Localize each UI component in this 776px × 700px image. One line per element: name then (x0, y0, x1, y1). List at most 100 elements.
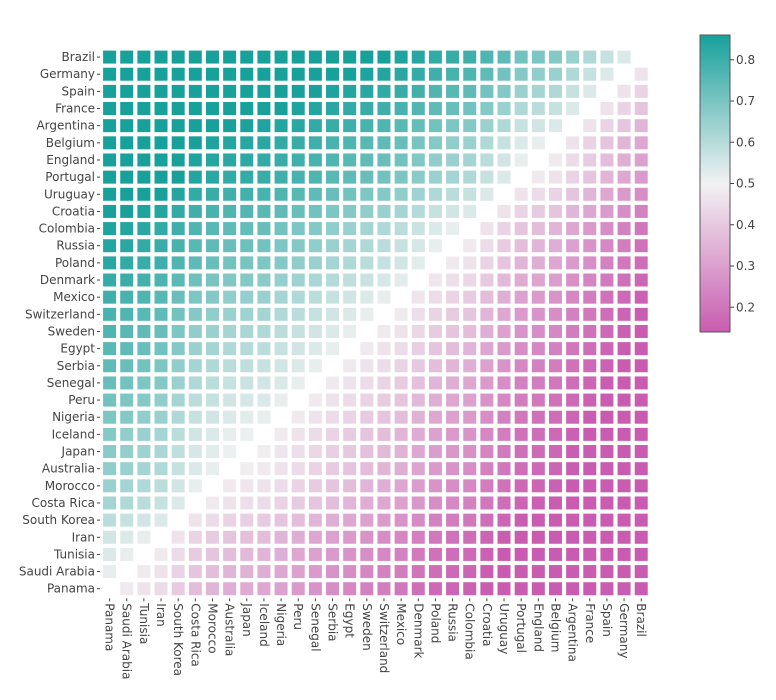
heatmap-cell (223, 187, 237, 201)
heatmap-cell (137, 496, 151, 510)
heatmap-cell (103, 479, 117, 493)
heatmap-cell (240, 496, 254, 510)
heatmap-cell (343, 479, 357, 493)
y-tick-label: Iceland (52, 427, 95, 441)
heatmap-cell (497, 496, 511, 510)
heatmap-cell (634, 153, 648, 167)
heatmap-cell (480, 393, 494, 407)
heatmap-cell (257, 530, 271, 544)
heatmap-cell (394, 342, 408, 356)
heatmap-cell (428, 273, 442, 287)
heatmap-cell-diagonal (428, 256, 442, 270)
heatmap-cell (617, 50, 631, 64)
heatmap-cell (548, 102, 562, 116)
heatmap-cell (600, 479, 614, 493)
heatmap-cell-diagonal (548, 136, 562, 150)
heatmap-cell (154, 513, 168, 527)
heatmap-cell (446, 376, 460, 390)
heatmap-cell (411, 393, 425, 407)
heatmap-cell (103, 307, 117, 321)
y-tick-label: Morocco (45, 479, 95, 493)
colorbar-tick-label: 0.5 (736, 177, 755, 191)
heatmap-cell (171, 102, 185, 116)
heatmap-cell (257, 547, 271, 561)
heatmap-cell (343, 410, 357, 424)
heatmap-cell (257, 67, 271, 81)
heatmap-cell-diagonal (531, 153, 545, 167)
heatmap-cell (531, 256, 545, 270)
heatmap-cell (171, 187, 185, 201)
heatmap-cell (240, 256, 254, 270)
heatmap-cell (463, 324, 477, 338)
heatmap-cell (240, 359, 254, 373)
x-tick-label: Croatia (480, 603, 494, 646)
heatmap-cell (308, 324, 322, 338)
heatmap-cell (634, 84, 648, 98)
heatmap-cell (240, 479, 254, 493)
heatmap-cell (548, 342, 562, 356)
colorbar-tick-label: 0.4 (736, 218, 755, 232)
heatmap-cell (514, 273, 528, 287)
x-tick-label: Germany (617, 603, 631, 658)
heatmap-cell (566, 496, 580, 510)
heatmap-cell (308, 290, 322, 304)
heatmap-cell (154, 496, 168, 510)
heatmap-cell (480, 187, 494, 201)
heatmap-cell (617, 119, 631, 133)
heatmap-cell (257, 582, 271, 596)
heatmap-cell (274, 324, 288, 338)
heatmap-cell (343, 170, 357, 184)
heatmap-cell (446, 307, 460, 321)
heatmap-cell (291, 67, 305, 81)
heatmap-cell (411, 187, 425, 201)
heatmap-cell (446, 187, 460, 201)
y-tick-label: Mexico (53, 290, 95, 304)
heatmap-cell (274, 102, 288, 116)
colorbar-tick-label: 0.7 (736, 94, 755, 108)
heatmap-cell (240, 84, 254, 98)
heatmap-cell (377, 462, 391, 476)
heatmap-cell (463, 50, 477, 64)
heatmap-cell (446, 273, 460, 287)
heatmap-cell (600, 222, 614, 236)
heatmap-cell (566, 479, 580, 493)
heatmap-cell (514, 222, 528, 236)
heatmap-cell (428, 102, 442, 116)
heatmap-cell (137, 565, 151, 579)
heatmap-cell-diagonal (120, 565, 134, 579)
heatmap-cell (411, 376, 425, 390)
heatmap-cell (514, 119, 528, 133)
heatmap-cell (154, 204, 168, 218)
heatmap-cell (531, 187, 545, 201)
y-tick-label: Portugal (45, 170, 95, 184)
heatmap-cell (446, 67, 460, 81)
heatmap-cell (514, 513, 528, 527)
heatmap-cell (531, 222, 545, 236)
heatmap-cell (223, 427, 237, 441)
heatmap-cell (360, 530, 374, 544)
heatmap-cell (171, 170, 185, 184)
heatmap-cell (428, 187, 442, 201)
heatmap-cell (566, 204, 580, 218)
heatmap-cell (103, 222, 117, 236)
heatmap-cell (223, 496, 237, 510)
heatmap-cell (188, 102, 202, 116)
heatmap-cell (188, 170, 202, 184)
heatmap-cell (566, 273, 580, 287)
heatmap-cell (634, 119, 648, 133)
heatmap-cell (583, 342, 597, 356)
heatmap-cell (497, 307, 511, 321)
heatmap-cell (120, 170, 134, 184)
heatmap-cell (360, 119, 374, 133)
heatmap-cell-diagonal (583, 102, 597, 116)
heatmap-cell (583, 50, 597, 64)
heatmap-cell (480, 376, 494, 390)
heatmap-cell (360, 427, 374, 441)
heatmap-cell (480, 170, 494, 184)
heatmap-cell (548, 547, 562, 561)
heatmap-cell (223, 67, 237, 81)
heatmap-cell (343, 427, 357, 441)
heatmap-cell (566, 427, 580, 441)
heatmap-cell (291, 187, 305, 201)
heatmap-cell (428, 513, 442, 527)
